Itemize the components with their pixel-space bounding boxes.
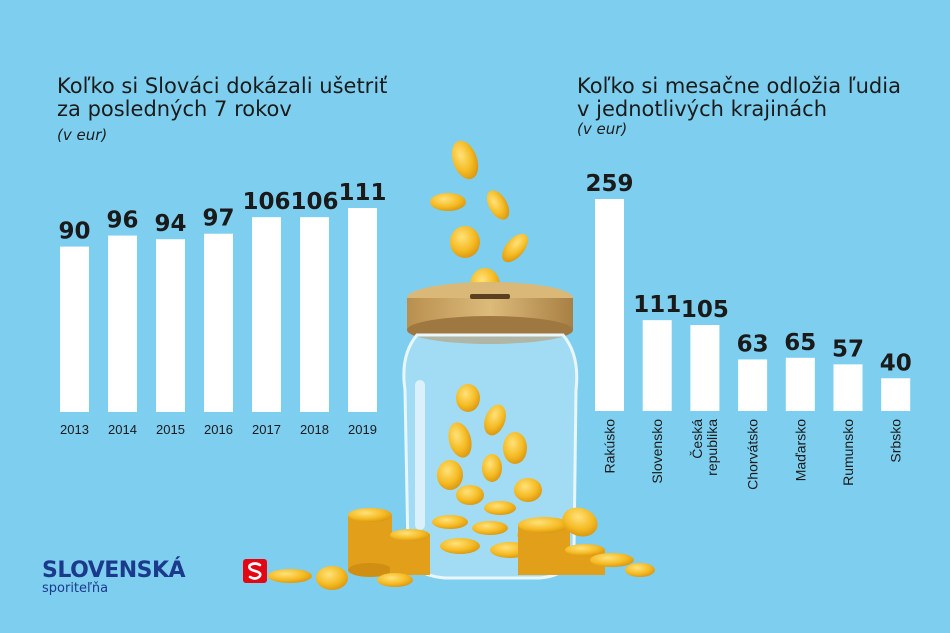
right-chart-title: Koľko si mesačne odložia ľudia v jednotl… (577, 75, 901, 121)
bar-2016 (204, 233, 233, 412)
category-label-1: Slovensko (649, 419, 665, 484)
bar-1 (642, 320, 672, 411)
category-label-3: Chorvátsko (745, 419, 761, 490)
bar-0 (595, 199, 624, 411)
category-label-2016: 2016 (204, 422, 233, 437)
bar-4 (785, 357, 815, 411)
left-title-line2: za posledných 7 rokov (57, 97, 292, 121)
right-title-line2: v jednotlivých krajinách (577, 97, 828, 121)
category-label-text: Chorvátsko (745, 419, 761, 490)
value-label-6: 40 (880, 350, 912, 376)
value-label-2013: 90 (58, 219, 90, 245)
bar-2014 (108, 235, 137, 412)
value-label-1: 111 (633, 292, 681, 318)
coin-stacks (268, 507, 655, 590)
right-title-line1: Koľko si mesačne odložia ľudia (577, 74, 901, 98)
falling-coins (430, 140, 528, 302)
category-label-part: republika (704, 419, 720, 476)
value-label-2: 105 (681, 297, 729, 323)
category-label-4: Maďarsko (792, 419, 808, 482)
value-label-4: 65 (784, 330, 816, 356)
bar-2017 (252, 217, 281, 412)
category-label-0: Rakúsko (602, 419, 618, 474)
bar-2015 (156, 239, 185, 412)
category-label-2: Česká republika (689, 419, 720, 476)
category-label-text: Rakúsko (602, 419, 618, 474)
brand-subtitle: sporiteľňa (42, 581, 109, 596)
category-label-text: Slovensko (649, 419, 665, 484)
bar-5 (833, 364, 863, 411)
value-label-2018: 106 (290, 189, 338, 215)
category-label-text: Srbsko (888, 419, 904, 463)
bar-2018 (300, 217, 329, 412)
brand-name: SLOVENSKÁ (42, 558, 186, 583)
category-label-text: Rumunsko (840, 419, 856, 486)
bar-2 (690, 325, 720, 411)
bar-2019 (348, 208, 377, 412)
category-label-2019: 2019 (348, 422, 377, 437)
bar-2013 (60, 246, 89, 412)
coins-in-jar (432, 384, 553, 558)
value-label-2014: 96 (106, 208, 138, 234)
sporitelna-s-logo-icon (243, 559, 267, 583)
value-label-3: 63 (737, 331, 769, 357)
category-label-text: Maďarsko (792, 419, 808, 482)
category-label-2018: 2018 (300, 422, 329, 437)
value-label-2016: 97 (202, 206, 234, 232)
value-label-0: 259 (585, 171, 633, 197)
category-label-part: Česká (689, 419, 705, 459)
brand-logo-block: SLOVENSKÁ sporiteľňa (42, 558, 267, 596)
value-label-5: 57 (832, 336, 864, 362)
category-label-2017: 2017 (252, 422, 281, 437)
value-label-2015: 94 (154, 211, 186, 237)
category-label-2013: 2013 (60, 422, 89, 437)
value-label-2019: 111 (338, 180, 386, 206)
bar-6 (881, 378, 911, 411)
category-label-2015: 2015 (156, 422, 185, 437)
bar-3 (738, 359, 768, 411)
left-chart-title: Koľko si Slováci dokázali ušetriť za pos… (57, 75, 387, 121)
coin-jar-illustration (268, 140, 655, 590)
left-chart-unit: (v eur) (57, 126, 108, 144)
right-chart-unit: (v eur) (577, 120, 628, 138)
category-label-2014: 2014 (108, 422, 137, 437)
left-title-line1: Koľko si Slováci dokázali ušetriť (57, 74, 388, 98)
value-label-2017: 106 (242, 189, 290, 215)
category-label-6: Srbsko (888, 419, 904, 463)
category-label-5: Rumunsko (840, 419, 856, 486)
